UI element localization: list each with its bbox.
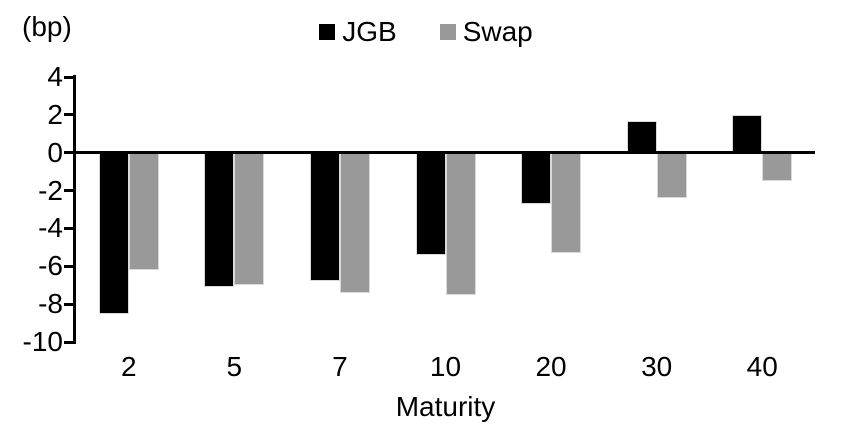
bar-swap-2 [128, 152, 159, 271]
bar-jgb-10 [415, 152, 446, 255]
legend-item-jgb: JGB [319, 16, 397, 48]
y-tick-label: 2 [47, 98, 63, 130]
y-tick-mark [64, 340, 73, 344]
y-tick-mark [64, 75, 73, 79]
y-tick-label: 0 [47, 136, 63, 168]
legend-swatch-jgb-icon [319, 24, 336, 40]
bar-jgb-2 [98, 152, 129, 314]
y-tick-label: -2 [38, 174, 63, 206]
legend: JGB Swap [0, 16, 852, 48]
y-tick-label: -4 [38, 212, 63, 244]
legend-label-swap: Swap [462, 16, 533, 47]
bar-jgb-20 [521, 152, 552, 204]
legend-swatch-swap-icon [439, 24, 456, 40]
legend-item-swap: Swap [439, 16, 533, 48]
x-axis-tick-labels: 2 5 7 10 20 30 40 [76, 351, 815, 383]
x-tick-label: 20 [535, 351, 567, 382]
y-axis-unit-label: (bp) [22, 11, 72, 42]
plot-area [64, 75, 815, 344]
y-tick-mark [64, 189, 73, 193]
y-tick-label: -8 [38, 288, 63, 320]
x-tick-label: 40 [746, 351, 778, 382]
bar-swap-7 [339, 152, 370, 293]
x-axis-title: Maturity [395, 391, 496, 422]
bar-swap-40 [762, 152, 793, 182]
y-tick-label: -10 [22, 326, 63, 357]
y-tick-mark [64, 151, 73, 155]
y-tick-mark [64, 264, 73, 268]
y-tick-mark [64, 113, 73, 117]
bar-swap-5 [234, 152, 265, 286]
bar-jgb-40 [732, 114, 763, 153]
x-tick-label: 5 [226, 351, 243, 382]
x-tick-label: 2 [120, 351, 137, 382]
legend-label-jgb: JGB [342, 16, 397, 47]
y-tick-label: -6 [38, 250, 63, 282]
bar-swap-20 [551, 152, 582, 254]
y-tick-mark [64, 302, 73, 306]
bar-swap-10 [445, 152, 476, 295]
bar-jgb-7 [309, 152, 340, 282]
x-tick-label: 30 [641, 351, 673, 382]
bar-jgb-30 [626, 120, 657, 153]
y-axis-line [73, 75, 76, 344]
bar-jgb-5 [204, 152, 235, 288]
y-tick-mark [64, 226, 73, 230]
bar-swap-30 [656, 152, 687, 199]
x-axis-line [73, 151, 815, 155]
x-tick-label: 7 [332, 351, 348, 382]
x-tick-label: 10 [429, 351, 462, 382]
y-tick-label: 4 [47, 61, 63, 92]
y-axis-tick-labels: 4 2 0 -2 -4 -6 -8 -10 [0, 61, 63, 357]
